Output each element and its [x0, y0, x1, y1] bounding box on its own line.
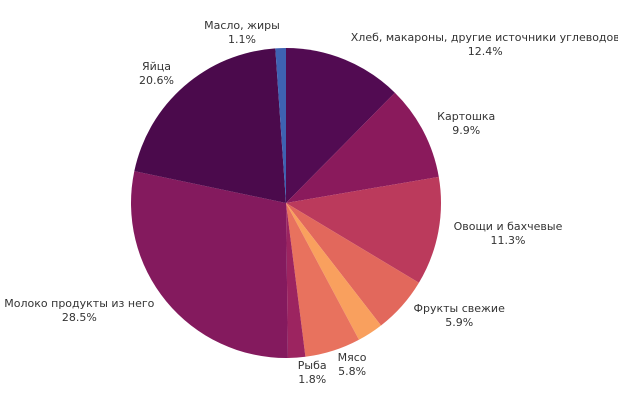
pie-slice [275, 48, 286, 203]
slice-name: Картошка [437, 110, 496, 124]
slice-name: Яйца [142, 60, 172, 74]
pie-slice [130, 171, 288, 358]
slice-label: Яйца 20.6% [139, 60, 174, 88]
slice-name: Хлеб, макароны, другие источники углевод… [350, 31, 618, 45]
slice-label: Рыба 1.8% [298, 359, 327, 387]
pie-slice [286, 203, 359, 357]
slice-label: Молоко продукты из него 28.5% [4, 297, 154, 325]
slice-label: Овощи и бахчевые 11.3% [454, 220, 563, 248]
slice-name: Мясо [337, 351, 367, 365]
slice-label: Мясо 5.8% [338, 351, 367, 379]
slice-percent: 9.9% [452, 124, 481, 138]
pie-slice [286, 176, 441, 283]
slice-percent: 5.8% [338, 365, 367, 379]
slice-name: Молоко продукты из него [4, 297, 155, 311]
slice-name: Овощи и бахчевые [453, 220, 563, 234]
slice-name: Фрукты свежие [413, 302, 505, 316]
slice-percent: 5.9% [445, 316, 474, 330]
slice-percent: 11.3% [490, 234, 526, 248]
slice-label: Масло, жиры 1.1% [204, 19, 280, 47]
pie-slice [286, 92, 439, 203]
slice-percent: 1.1% [228, 32, 256, 46]
slice-name: Рыба [297, 359, 327, 373]
slice-percent: 20.6% [139, 74, 174, 88]
slice-label: Хлеб, макароны, другие источники углевод… [351, 31, 618, 59]
pie-slice [134, 48, 286, 204]
pie-slice [286, 48, 395, 203]
slice-percent: 12.4% [467, 45, 503, 59]
slice-label: Фрукты свежие 5.9% [414, 302, 505, 330]
pie-slice [286, 203, 419, 326]
slice-label: Картошка 9.9% [437, 110, 495, 138]
pie-slice [286, 203, 382, 340]
slice-percent: 1.8% [298, 373, 327, 387]
pie-slice [286, 203, 306, 358]
slice-name: Масло, жиры [204, 18, 280, 32]
slice-percent: 28.5% [61, 311, 97, 325]
